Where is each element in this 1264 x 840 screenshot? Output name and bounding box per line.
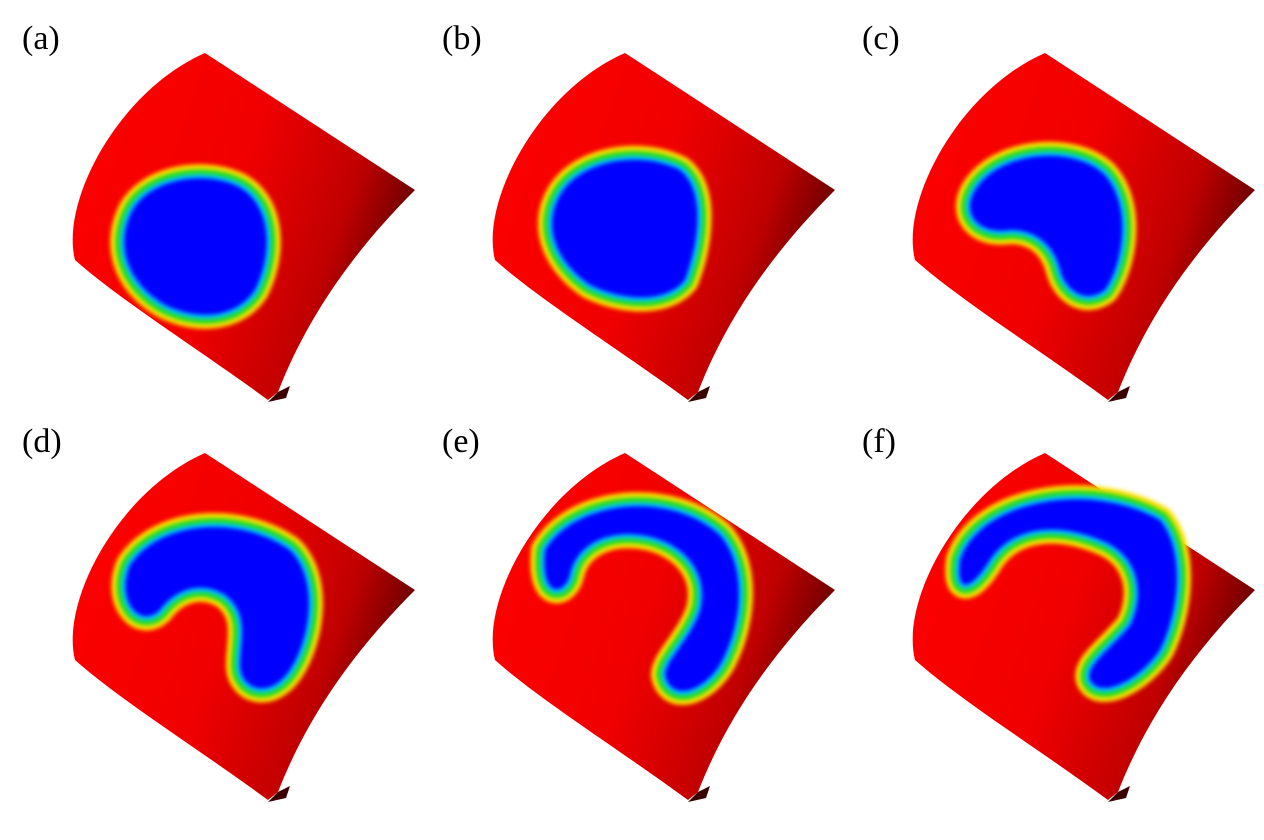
phase-domain (969, 155, 1123, 297)
cylinder-edge (688, 386, 710, 402)
panel-label-c: (c) (862, 20, 900, 57)
cylinder-edge (268, 386, 290, 402)
panel-f (912, 453, 1255, 802)
phase-domain (124, 178, 267, 315)
panel-a (72, 53, 415, 402)
panel-label-d: (d) (22, 423, 62, 460)
panel-c (912, 53, 1255, 402)
panel-label-b: (b) (442, 20, 482, 57)
phase-domain (551, 159, 698, 298)
cylinder-edge (688, 786, 710, 802)
panel-d (72, 453, 415, 802)
panel-label-e: (e) (442, 423, 480, 460)
cylinder-edge (1108, 786, 1130, 802)
panel-e (492, 453, 835, 802)
panel-label-a: (a) (22, 20, 60, 57)
panel-b (492, 53, 835, 402)
phase-domain (125, 527, 309, 689)
panel-label-f: (f) (862, 423, 896, 460)
cylinder-edge (268, 786, 290, 802)
phase-domain (959, 499, 1177, 689)
cylinder-edge (1108, 386, 1130, 402)
phase-domain (544, 506, 739, 692)
